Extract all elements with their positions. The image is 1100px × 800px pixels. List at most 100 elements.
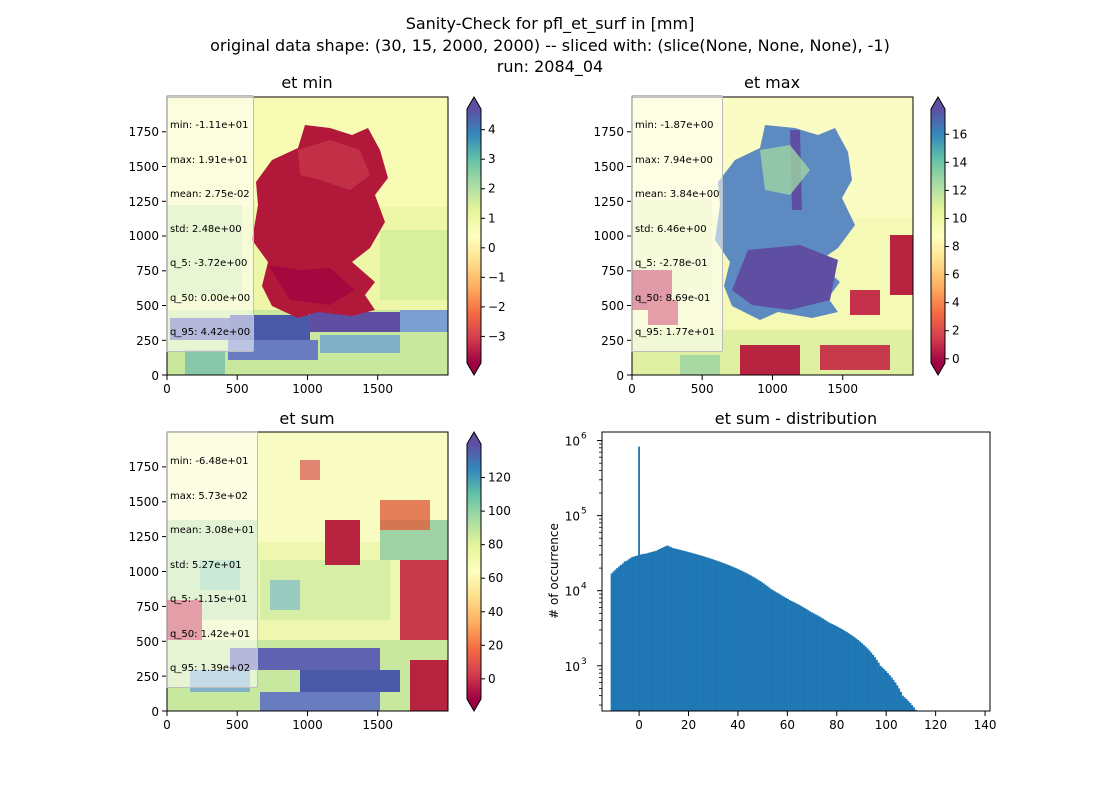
histogram-bar — [762, 583, 765, 711]
colorbar-tick-label: 2 — [952, 324, 960, 338]
stat-label: min: — [170, 456, 196, 467]
stat-label: q_50: — [170, 628, 201, 640]
y-tick-label: 0 — [151, 705, 159, 719]
histogram-bar — [855, 638, 858, 711]
histogram-bar — [825, 621, 828, 711]
histogram-bar — [831, 624, 834, 711]
histogram-bar — [864, 646, 867, 711]
colorbar-tick-label: 0 — [488, 672, 496, 686]
histogram-bar — [820, 617, 823, 711]
histogram-bar — [912, 707, 915, 711]
histogram-bar — [699, 555, 702, 711]
stat-label: max: — [170, 154, 199, 166]
colorbar-tick-label: 20 — [488, 638, 503, 652]
stat-label: mean: — [170, 189, 205, 200]
x-axis-et-sum: 0 500 1000 1500 — [163, 711, 393, 732]
histogram-bar — [625, 560, 628, 711]
histogram-bar — [651, 551, 654, 711]
y-tick-label: 1500 — [128, 495, 159, 509]
histogram-bar — [838, 627, 841, 711]
stat-label: min: — [635, 120, 661, 131]
histogram-bar — [758, 580, 762, 711]
x-axis-distribution: 0 20 40 60 80 100 120 140 — [635, 711, 997, 732]
histogram-bar — [886, 673, 889, 711]
histogram-bar — [816, 615, 819, 711]
histogram-bar — [621, 563, 624, 711]
histogram-bar — [812, 613, 815, 711]
x-tick-label: 60 — [780, 718, 795, 732]
histogram-spike-bar — [638, 446, 640, 711]
colorbar-tick-label: −1 — [488, 270, 506, 284]
histogram-bar — [770, 589, 773, 711]
colorbar-tick-label: 4 — [952, 296, 960, 310]
panel-title-et-min: et min — [281, 73, 332, 92]
x-tick-label: 1500 — [362, 382, 393, 396]
x-tick-label: 1500 — [827, 382, 858, 396]
y-tick-label: 750 — [136, 600, 159, 614]
histogram-bar — [669, 547, 673, 711]
x-tick-label: 1000 — [292, 718, 323, 732]
histogram-bar — [749, 575, 752, 711]
stat-label: std: — [170, 559, 193, 571]
histogram-bar — [679, 549, 682, 711]
histogram-bar — [814, 614, 817, 711]
y-tick-label: 1750 — [128, 125, 159, 139]
histogram-bar — [773, 591, 776, 711]
colorbar-tick-label: 4 — [488, 123, 496, 137]
histogram-bar — [894, 682, 897, 711]
histogram-bar — [840, 628, 843, 711]
histogram-bar — [614, 569, 617, 711]
histogram-bar — [642, 553, 645, 711]
y-tick-label: 1250 — [128, 530, 159, 544]
histogram-bar — [694, 553, 697, 711]
y-tick-label: 1000 — [593, 229, 624, 243]
colorbar-et-sum: 0 20 40 60 80 100 120 — [466, 431, 511, 712]
histogram-bar — [731, 566, 734, 711]
x-tick-label: 80 — [829, 718, 844, 732]
histogram-bar — [786, 598, 789, 711]
histogram-bar — [901, 695, 904, 711]
histogram-bar — [745, 573, 749, 711]
stat-label: std: — [170, 223, 193, 235]
stat-max: 5.73e+02 — [198, 490, 248, 502]
panel-title-et-max: et max — [744, 73, 800, 92]
histogram-bar — [884, 671, 888, 711]
histogram-bar — [742, 571, 745, 711]
histogram-bar — [684, 551, 687, 711]
colorbar-et-min: −3 −2 −1 0 1 2 3 4 — [466, 96, 506, 376]
stat-q95: 4.42e+00 — [200, 327, 251, 338]
colorbar-tick-label: 0 — [952, 352, 960, 366]
histogram-bar — [868, 650, 871, 711]
y-tick-label: 500 — [601, 299, 624, 313]
stat-label: q_5: — [635, 258, 660, 269]
histogram-bar — [803, 607, 806, 711]
histogram-bar — [771, 590, 775, 711]
stat-mean: 2.75e-02 — [204, 189, 250, 200]
x-axis-et-min: 0 500 1000 1500 — [163, 375, 393, 396]
histogram-bar — [888, 675, 891, 711]
colorbar-tick-label: 6 — [952, 268, 960, 282]
y-tick-label: 500 — [136, 635, 159, 649]
figure-title-line-3: run: 2084_04 — [497, 57, 603, 77]
plot-frame-distribution — [601, 431, 991, 712]
histogram-bar — [909, 702, 912, 711]
colorbar-tick-label: −2 — [488, 300, 506, 314]
histogram-bar — [760, 582, 763, 711]
stat-label: q_95: — [635, 327, 666, 338]
histogram-bar — [708, 558, 712, 711]
x-tick-label: 0 — [635, 718, 643, 732]
x-tick-label: 0 — [163, 718, 171, 732]
histogram-bar — [805, 609, 808, 711]
histogram-bar — [640, 554, 643, 711]
histogram-bar — [686, 551, 689, 711]
histogram-bar — [844, 631, 847, 711]
histogram-bar — [734, 568, 737, 711]
histogram-bar — [879, 665, 882, 711]
histogram-bar — [877, 662, 880, 711]
stat-std: 6.46e+00 — [657, 223, 707, 235]
histogram-bar — [649, 552, 652, 711]
y-axis-et-min: 0 250 500 750 1000 1250 1500 1750 — [128, 125, 167, 383]
colorbar-tick-label: 12 — [952, 183, 967, 197]
